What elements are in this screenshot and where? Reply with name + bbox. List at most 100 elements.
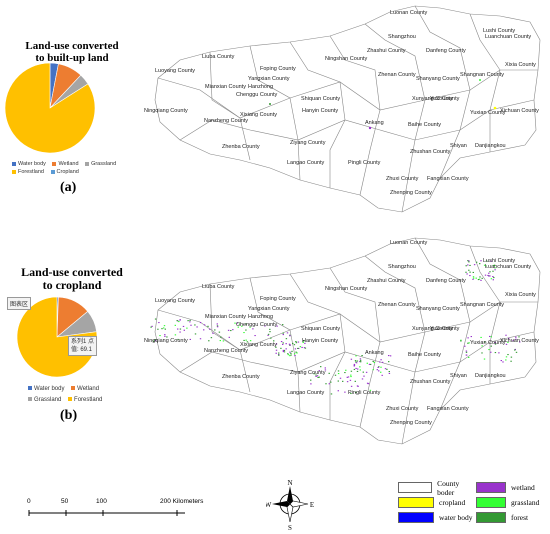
panel-a-label: (a) (60, 180, 77, 195)
legend-swatch (68, 397, 73, 402)
county-label: Shiyan (450, 143, 467, 149)
landuse-patch (216, 323, 218, 325)
county-label: Luonan County (390, 240, 428, 246)
landuse-patch (512, 340, 514, 342)
legend-item: Wetland (71, 384, 99, 395)
landuse-patch (241, 325, 243, 327)
scale-bar (28, 510, 185, 516)
legend-label: Water body (34, 386, 65, 392)
landuse-patch (493, 277, 495, 279)
county-label: Luanchuan County (485, 264, 531, 270)
landuse-patch (346, 381, 349, 383)
landuse-patch (372, 369, 374, 371)
county-label: Hanyin County (302, 108, 338, 114)
landuse-patch (246, 341, 249, 343)
landuse-patch (359, 369, 361, 371)
landuse-patch (294, 348, 297, 350)
landuse-patch (236, 322, 238, 324)
county-label: Luoyang County (155, 68, 195, 74)
county-label: Hanzhong (248, 84, 273, 90)
landuse-patch (381, 361, 384, 363)
region-outline (154, 5, 541, 213)
landuse-patch (488, 275, 490, 277)
landuse-patch (264, 325, 266, 327)
landuse-patch (330, 381, 332, 383)
landuse-patch (161, 328, 163, 330)
landuse-patch (490, 260, 492, 262)
landuse-patch (210, 337, 213, 339)
county-label: Shangnan County (460, 72, 504, 78)
county-label: Yangxian County (248, 306, 290, 312)
landuse-patch (164, 328, 166, 330)
landuse-patch (350, 392, 352, 394)
landuse-patch (350, 385, 353, 387)
landuse-patch (178, 321, 180, 323)
county-label: Ankang (365, 350, 384, 356)
county-label: Pingli County (348, 390, 381, 396)
county-label: Zhashui County (367, 48, 406, 54)
landuse-patch (249, 340, 252, 342)
landuse-patch (230, 330, 232, 332)
landuse-patch (465, 265, 467, 267)
landuse-patch (293, 344, 296, 346)
landuse-patch (366, 382, 369, 384)
landuse-patch (369, 389, 372, 391)
landuse-patch (150, 326, 152, 328)
landuse-patch (154, 318, 157, 320)
county-label: Mianxian County (205, 314, 246, 320)
landuse-patch (483, 264, 486, 266)
map-a-county-labels: Luonan County Lushi County Shangzhou Luanch… (144, 10, 539, 196)
scale-label-200: 200 Kilometers (160, 498, 204, 505)
landuse-patch (475, 277, 477, 279)
landuse-patch (477, 279, 480, 281)
county-label: Zhashui County (367, 278, 406, 284)
county-label: Zhenba County (222, 374, 260, 380)
landuse-patch (285, 338, 288, 340)
legend-swatch (12, 161, 16, 166)
chart-area-badge: 图表区 (7, 297, 32, 310)
county-label: Chenggu County (236, 92, 278, 98)
county-label: Hanzhong (248, 314, 273, 320)
panel-b-title: Land-use converted to cropland (2, 266, 142, 292)
landuse-patch (356, 370, 359, 372)
landuse-patch (360, 361, 362, 363)
map-legend-label: grassland (511, 498, 540, 507)
landuse-patch (489, 271, 491, 273)
landuse-patch (344, 372, 346, 374)
county-border (209, 283, 251, 393)
landuse-patch (514, 349, 516, 351)
landuse-patch (269, 103, 271, 105)
landuse-patch (238, 323, 241, 325)
landuse-patch (386, 368, 388, 370)
map-legend-label: forest (511, 513, 529, 522)
county-label: Hanyin County (302, 338, 338, 344)
landuse-patch (276, 325, 278, 327)
county-label: Luanchuan County (485, 34, 531, 40)
county-label: Danfeng County (426, 48, 466, 54)
map-legend-swatch (398, 497, 434, 508)
landuse-patch (183, 329, 185, 331)
landuse-patch (359, 366, 361, 368)
county-label: Shiquan County (301, 326, 340, 332)
pie-slice-forestland (4, 62, 96, 154)
landuse-patch (465, 354, 468, 356)
landuse-patch (349, 379, 352, 381)
landuse-patch (219, 340, 221, 342)
landuse-patch (216, 325, 219, 327)
landuse-patch (363, 375, 365, 377)
panel-a-legend: Water body Wetland Grassland Forestland … (12, 160, 152, 176)
landuse-patch (494, 269, 496, 271)
landuse-patch (176, 320, 178, 322)
county-label: Lushi County (483, 28, 515, 34)
landuse-patch (320, 366, 322, 368)
landuse-patch (337, 370, 340, 372)
legend-label: Forestland (74, 397, 103, 403)
landuse-patch (196, 326, 198, 328)
landuse-patch (328, 372, 330, 374)
landuse-patch (275, 352, 277, 354)
map-legend-item: grassland (476, 495, 546, 510)
landuse-patch (380, 359, 382, 361)
legend-item: Grassland (85, 160, 116, 168)
county-label: Shiyan (450, 373, 467, 379)
landuse-patch (179, 331, 181, 333)
